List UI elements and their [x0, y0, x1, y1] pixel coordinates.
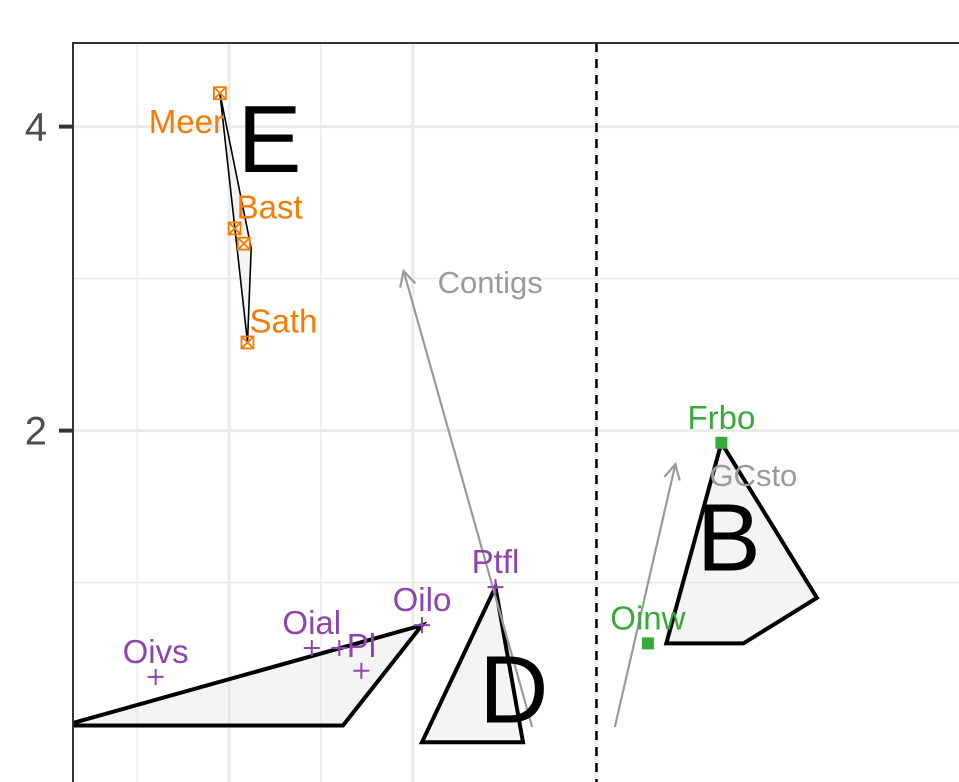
point-label: Sath [249, 302, 317, 339]
point-label: Ptfl [472, 543, 520, 580]
point-label: Oilo [393, 581, 452, 618]
vector-line [402, 270, 534, 728]
y-axis-tick-label: 2 [25, 410, 47, 454]
group-label-D: D [479, 636, 548, 743]
point-marker-cross [213, 86, 227, 100]
hull-D [418, 580, 526, 745]
point-marker [240, 335, 255, 350]
y-axis-tick-label: 4 [25, 106, 47, 150]
point-marker [147, 668, 164, 685]
panel-background [73, 43, 959, 782]
point-marker [353, 662, 370, 679]
vector-arrowhead [399, 268, 417, 288]
point-label: Pl [347, 627, 376, 664]
hull-B [663, 437, 820, 646]
panel-border [72, 42, 959, 782]
point-marker [641, 637, 654, 650]
point-label: Oial [282, 604, 341, 641]
point-label: Oinw [610, 599, 685, 636]
vector-arrowhead [663, 461, 681, 481]
point-label: Oivs [123, 633, 189, 670]
point-marker [227, 221, 242, 236]
point-marker [236, 236, 251, 251]
vector-line [613, 463, 677, 728]
point-marker [331, 639, 348, 656]
vector-label: GCsto [709, 458, 797, 493]
point-marker [303, 639, 320, 656]
hull-E [219, 93, 253, 343]
point-marker [487, 579, 504, 596]
point-label: Bast [237, 188, 303, 225]
point-marker-cross [227, 221, 242, 236]
point-label: Meer [149, 103, 224, 140]
vector-label: Contigs [438, 265, 543, 300]
point-marker [213, 86, 227, 101]
group-label-B: B [697, 484, 761, 591]
point-marker-cross [237, 237, 251, 251]
point-marker [413, 617, 430, 634]
point-label: Frbo [687, 399, 755, 436]
group-label-E: E [238, 86, 302, 193]
point-marker [715, 436, 728, 449]
hull-C [73, 621, 428, 728]
point-marker-cross [240, 335, 255, 350]
